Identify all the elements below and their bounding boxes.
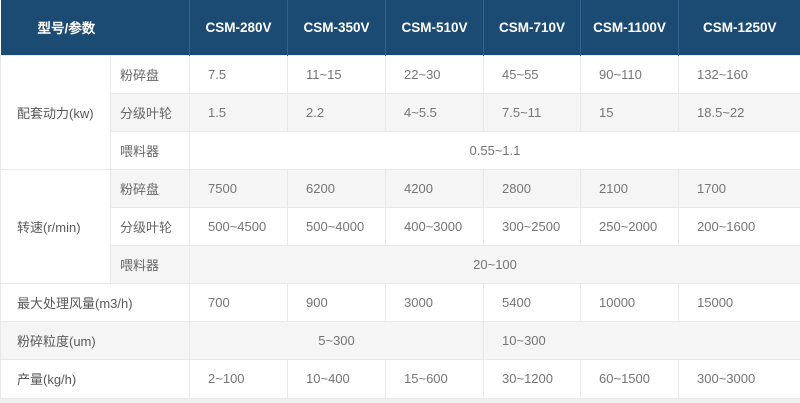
- cell: 30~1200: [483, 358, 582, 399]
- table-row: 粉碎粒度(um) 5~300 10~300: [0, 320, 800, 360]
- cell: 7500: [189, 168, 289, 208]
- header-model-csm-510v: CSM-510V: [385, 0, 484, 55]
- table-row: 转速(r/min) 粉碎盘 7500 6200 4200 2800 2100 1…: [0, 168, 800, 284]
- table-row: 喂料器 0.55~1.1: [1, 130, 800, 170]
- cell: 2~100: [189, 358, 289, 399]
- table-row: 产量(kg/h) 2~100 10~400 15~600 30~1200 60~…: [0, 358, 800, 399]
- sub-label: 粉碎盘: [109, 168, 191, 208]
- header-model-csm-1250v: CSM-1250V: [678, 0, 800, 55]
- merged-cell: 20~100: [189, 244, 800, 284]
- cell: 22~30: [385, 54, 485, 94]
- header-model-csm-710v: CSM-710V: [483, 0, 581, 55]
- cell: 6200: [287, 168, 387, 208]
- table-row: 配套动力(kw) 粉碎盘 7.5 11~15 22~30 45~55 90~11…: [0, 54, 800, 170]
- cell: 400~3000: [385, 206, 485, 246]
- cell: 2100: [580, 168, 680, 208]
- sub-label: 分级叶轮: [109, 206, 191, 246]
- cell: 4~5.5: [385, 92, 485, 132]
- cell: 10000: [580, 282, 680, 322]
- header-param-label: 型号/参数: [0, 0, 190, 55]
- cell: 3000: [385, 282, 485, 322]
- sub-label: 分级叶轮: [109, 92, 191, 132]
- cell: 900: [287, 282, 387, 322]
- merged-cell: 10~300: [483, 320, 800, 360]
- cell: 200~1600: [678, 206, 800, 246]
- cell: 250~2000: [580, 206, 680, 246]
- merged-cell: 5~300: [189, 320, 485, 360]
- cell: 7.5~11: [483, 92, 582, 132]
- cell: 700: [189, 282, 289, 322]
- cell: 4200: [385, 168, 485, 208]
- table-row: 分级叶轮 1.5 2.2 4~5.5 7.5~11 15 18.5~22: [1, 92, 800, 132]
- cell: 11~15: [287, 54, 387, 94]
- group-label-power: 配套动力(kw): [0, 54, 111, 170]
- cell: 60~1500: [580, 358, 680, 399]
- cell: 18.5~22: [678, 92, 800, 132]
- cell: 1700: [678, 168, 800, 208]
- cell: 45~55: [483, 54, 582, 94]
- sub-label: 粉碎盘: [109, 54, 191, 94]
- row-label-fineness: 粉碎粒度(um): [0, 320, 191, 360]
- row-label-airflow: 最大处理风量(m3/h): [0, 282, 191, 322]
- table-row: 分级叶轮 500~4500 500~4000 400~3000 300~2500…: [1, 206, 800, 246]
- table-row: 最大处理风量(m3/h) 700 900 3000 5400 10000 150…: [0, 282, 800, 322]
- cell: 15: [580, 92, 680, 132]
- cell: 15~600: [385, 358, 485, 399]
- header-model-csm-280v: CSM-280V: [189, 0, 288, 55]
- cell: 7.5: [189, 54, 289, 94]
- cell: 300~2500: [483, 206, 582, 246]
- group-label-speed: 转速(r/min): [0, 168, 111, 284]
- header-model-csm-1100v: CSM-1100V: [580, 0, 679, 55]
- cell: 2800: [483, 168, 582, 208]
- cell: 300~3000: [678, 358, 800, 399]
- cell: 500~4000: [287, 206, 387, 246]
- cell: 2.2: [287, 92, 387, 132]
- merged-cell: 0.55~1.1: [189, 130, 800, 170]
- cell: 1.5: [189, 92, 289, 132]
- cell: 90~110: [580, 54, 680, 94]
- cell: 10~400: [287, 358, 387, 399]
- sub-label: 喂料器: [109, 244, 191, 284]
- header-model-csm-350v: CSM-350V: [287, 0, 386, 55]
- cell: 5400: [483, 282, 582, 322]
- sub-label: 喂料器: [109, 130, 191, 170]
- table-row: 喂料器 20~100: [1, 244, 800, 284]
- cell: 15000: [678, 282, 800, 322]
- cell: 132~160: [678, 54, 800, 94]
- row-label-capacity: 产量(kg/h): [0, 358, 191, 399]
- header-row: 型号/参数 CSM-280V CSM-350V CSM-510V CSM-710…: [0, 0, 800, 55]
- cell: 500~4500: [189, 206, 289, 246]
